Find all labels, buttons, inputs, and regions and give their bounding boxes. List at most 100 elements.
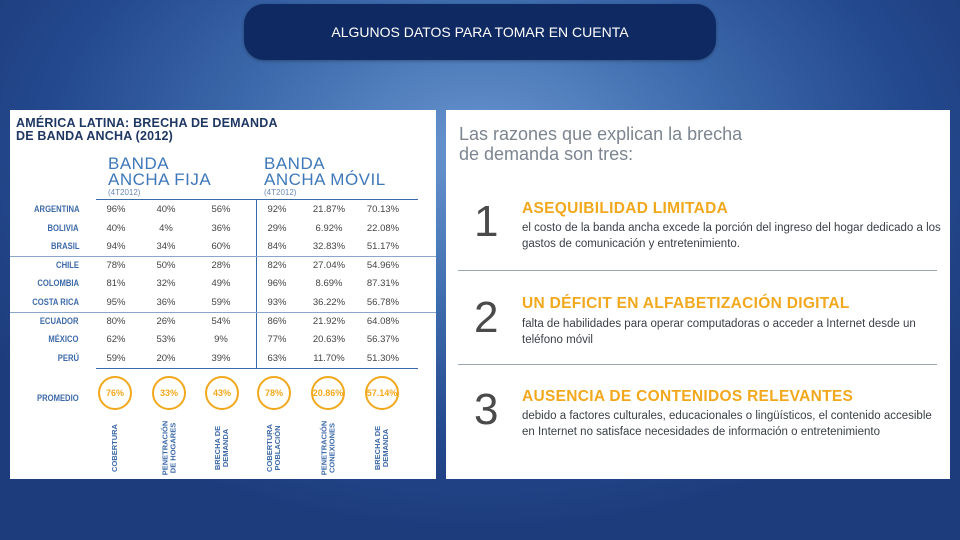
- promedio-value: 57.14%: [365, 376, 399, 410]
- table-cell: 36.22%: [312, 297, 346, 308]
- table-cell: 9%: [214, 334, 228, 346]
- table-cell: 36%: [156, 297, 176, 308]
- reason-title: AUSENCIA DE CONTENIDOS RELEVANTES: [522, 388, 854, 405]
- table-cell: 59%: [211, 297, 231, 308]
- table-cell: 64.08%: [366, 315, 400, 327]
- movil-period: (4T2012): [264, 188, 297, 197]
- table-bottom-rule: [96, 368, 418, 370]
- movil-title-line1: BANDA: [264, 154, 326, 173]
- table-cell: 84%: [267, 241, 287, 253]
- table-cell: 80%: [106, 315, 126, 327]
- table-heading-line1: AMÉRICA LATINA: BRECHA DE DEMANDA: [16, 116, 278, 130]
- table-cell: 93%: [267, 297, 287, 308]
- table-cell: 36%: [211, 222, 231, 234]
- reason-description: falta de habilidades para operar computa…: [522, 318, 916, 346]
- table-cell: 87.31%: [366, 278, 400, 290]
- table-cell: 96%: [267, 278, 287, 290]
- table-cell: 32.83%: [312, 241, 346, 253]
- movil-title-line2: ANCHA MÓVIL: [264, 170, 386, 189]
- reason-number: 3: [474, 385, 499, 434]
- reasons-heading: Las razones que explican la brecha de de…: [459, 124, 742, 164]
- table-cell: 8.69%: [315, 278, 343, 290]
- table-row: CHILE 78% 50% 28% 82% 27.04% 54.96%: [10, 257, 436, 275]
- table-cell: 29%: [267, 222, 287, 234]
- country-label: MÉXICO: [48, 334, 79, 345]
- promedio-value: 76%: [98, 376, 132, 410]
- table-cell: 82%: [267, 259, 287, 271]
- table-cell: 96%: [106, 204, 126, 215]
- table-cell: 4%: [159, 222, 173, 234]
- promedio-value: 43%: [205, 376, 239, 410]
- reasons-heading-line2: de demanda son tres:: [459, 144, 634, 164]
- column-label-text: PENETRACIÓN CONEXIONES: [319, 420, 336, 476]
- table-top-rule: [96, 199, 418, 201]
- table-cell: 51.30%: [366, 352, 400, 364]
- table-cell: 59%: [106, 352, 126, 364]
- reason-title: UN DÉFICIT EN ALFABETIZACIÓN DIGITAL: [522, 295, 850, 312]
- table-cell: 11.70%: [313, 352, 345, 364]
- reasons-heading-line1: Las razones que explican la brecha: [459, 124, 743, 144]
- table-cell: 40%: [156, 204, 176, 215]
- reason-description: debido a factores culturales, educaciona…: [522, 410, 932, 438]
- table-cell: 39%: [211, 352, 231, 364]
- country-label: COSTA RICA: [32, 297, 79, 307]
- table-cell: 54.96%: [366, 259, 400, 271]
- reason-number: 1: [474, 197, 499, 246]
- broadband-table-panel: AMÉRICA LATINA: BRECHA DE DEMANDA DE BAN…: [10, 110, 436, 479]
- table-cell: 81%: [106, 278, 126, 290]
- table-heading: AMÉRICA LATINA: BRECHA DE DEMANDA DE BAN…: [16, 117, 278, 143]
- country-label: ECUADOR: [40, 315, 79, 326]
- fija-title-line1: BANDA: [108, 154, 170, 173]
- table-cell: 20.63%: [312, 334, 346, 346]
- column-label: COBERTURA POBLACIÓN: [262, 420, 286, 476]
- table-cell: 21.92%: [312, 315, 346, 327]
- table-cell: 40%: [106, 222, 126, 234]
- table-group-divider: [256, 200, 258, 368]
- table-cell: 27.04%: [312, 259, 346, 271]
- column-label: PENETRACIÓN DE HOGARES: [157, 420, 181, 476]
- table-cell: 51.17%: [366, 241, 400, 253]
- table-cell: 63%: [267, 352, 287, 364]
- reason-number: 2: [474, 293, 499, 342]
- table-row: COLOMBIA 81% 32% 49% 96% 8.69% 87.31%: [10, 275, 436, 293]
- table-cell: 86%: [267, 315, 287, 327]
- column-label-text: PENETRACIÓN DE HOGARES: [160, 420, 177, 476]
- fija-group-title: BANDA ANCHA FIJA: [108, 154, 211, 188]
- column-label-text: COBERTURA POBLACIÓN: [265, 424, 283, 472]
- table-cell: 92%: [267, 204, 287, 215]
- movil-group-title: BANDA ANCHA MÓVIL: [264, 154, 386, 189]
- table-cell: 62%: [106, 334, 126, 346]
- column-label-text: BRECHA DE DEMANDA: [373, 425, 390, 471]
- promedio-value: 33%: [152, 376, 186, 410]
- table-heading-line2: DE BANDA ANCHA (2012): [16, 129, 173, 143]
- table-row: ECUADOR 80% 26% 54% 86% 21.92% 64.08%: [10, 313, 436, 331]
- column-label: BRECHA DE DEMANDA: [210, 420, 234, 476]
- table-cell: 34%: [156, 241, 176, 253]
- column-label-text: BRECHA DE DEMANDA: [213, 425, 230, 471]
- promedio-value: 78%: [257, 376, 291, 410]
- table-cell: 56.37%: [366, 334, 400, 346]
- table-row: BRASIL 94% 34% 60% 84% 32.83% 51.17%: [10, 238, 436, 258]
- table-cell: 53%: [156, 334, 176, 346]
- table-cell: 20%: [156, 352, 176, 364]
- table-cell: 28%: [211, 259, 231, 271]
- table-cell: 49%: [211, 278, 231, 290]
- table-cell: 60%: [211, 241, 231, 253]
- table-row: PERÚ 59% 20% 39% 63% 11.70% 51.30%: [10, 350, 436, 368]
- promedio-label: PROMEDIO: [37, 393, 79, 403]
- table-cell: 54%: [211, 315, 231, 327]
- country-label: CHILE: [56, 259, 79, 270]
- table-cell: 95%: [106, 297, 126, 308]
- column-label: BRECHA DE DEMANDA: [370, 420, 394, 476]
- table-cell: 56%: [211, 204, 231, 215]
- column-label: PENETRACIÓN CONEXIONES: [316, 420, 340, 476]
- reason-divider: [458, 364, 937, 365]
- country-label: PERÚ: [57, 352, 79, 363]
- country-label: COLOMBIA: [37, 278, 79, 289]
- table-cell: 94%: [106, 241, 126, 253]
- table-cell: 70.13%: [366, 204, 400, 215]
- reason-divider: [458, 270, 937, 271]
- reason-title: ASEQUIBILIDAD LIMITADA: [522, 200, 729, 217]
- table-cell: 22.08%: [366, 222, 400, 234]
- reasons-panel: Las razones que explican la brecha de de…: [446, 110, 950, 479]
